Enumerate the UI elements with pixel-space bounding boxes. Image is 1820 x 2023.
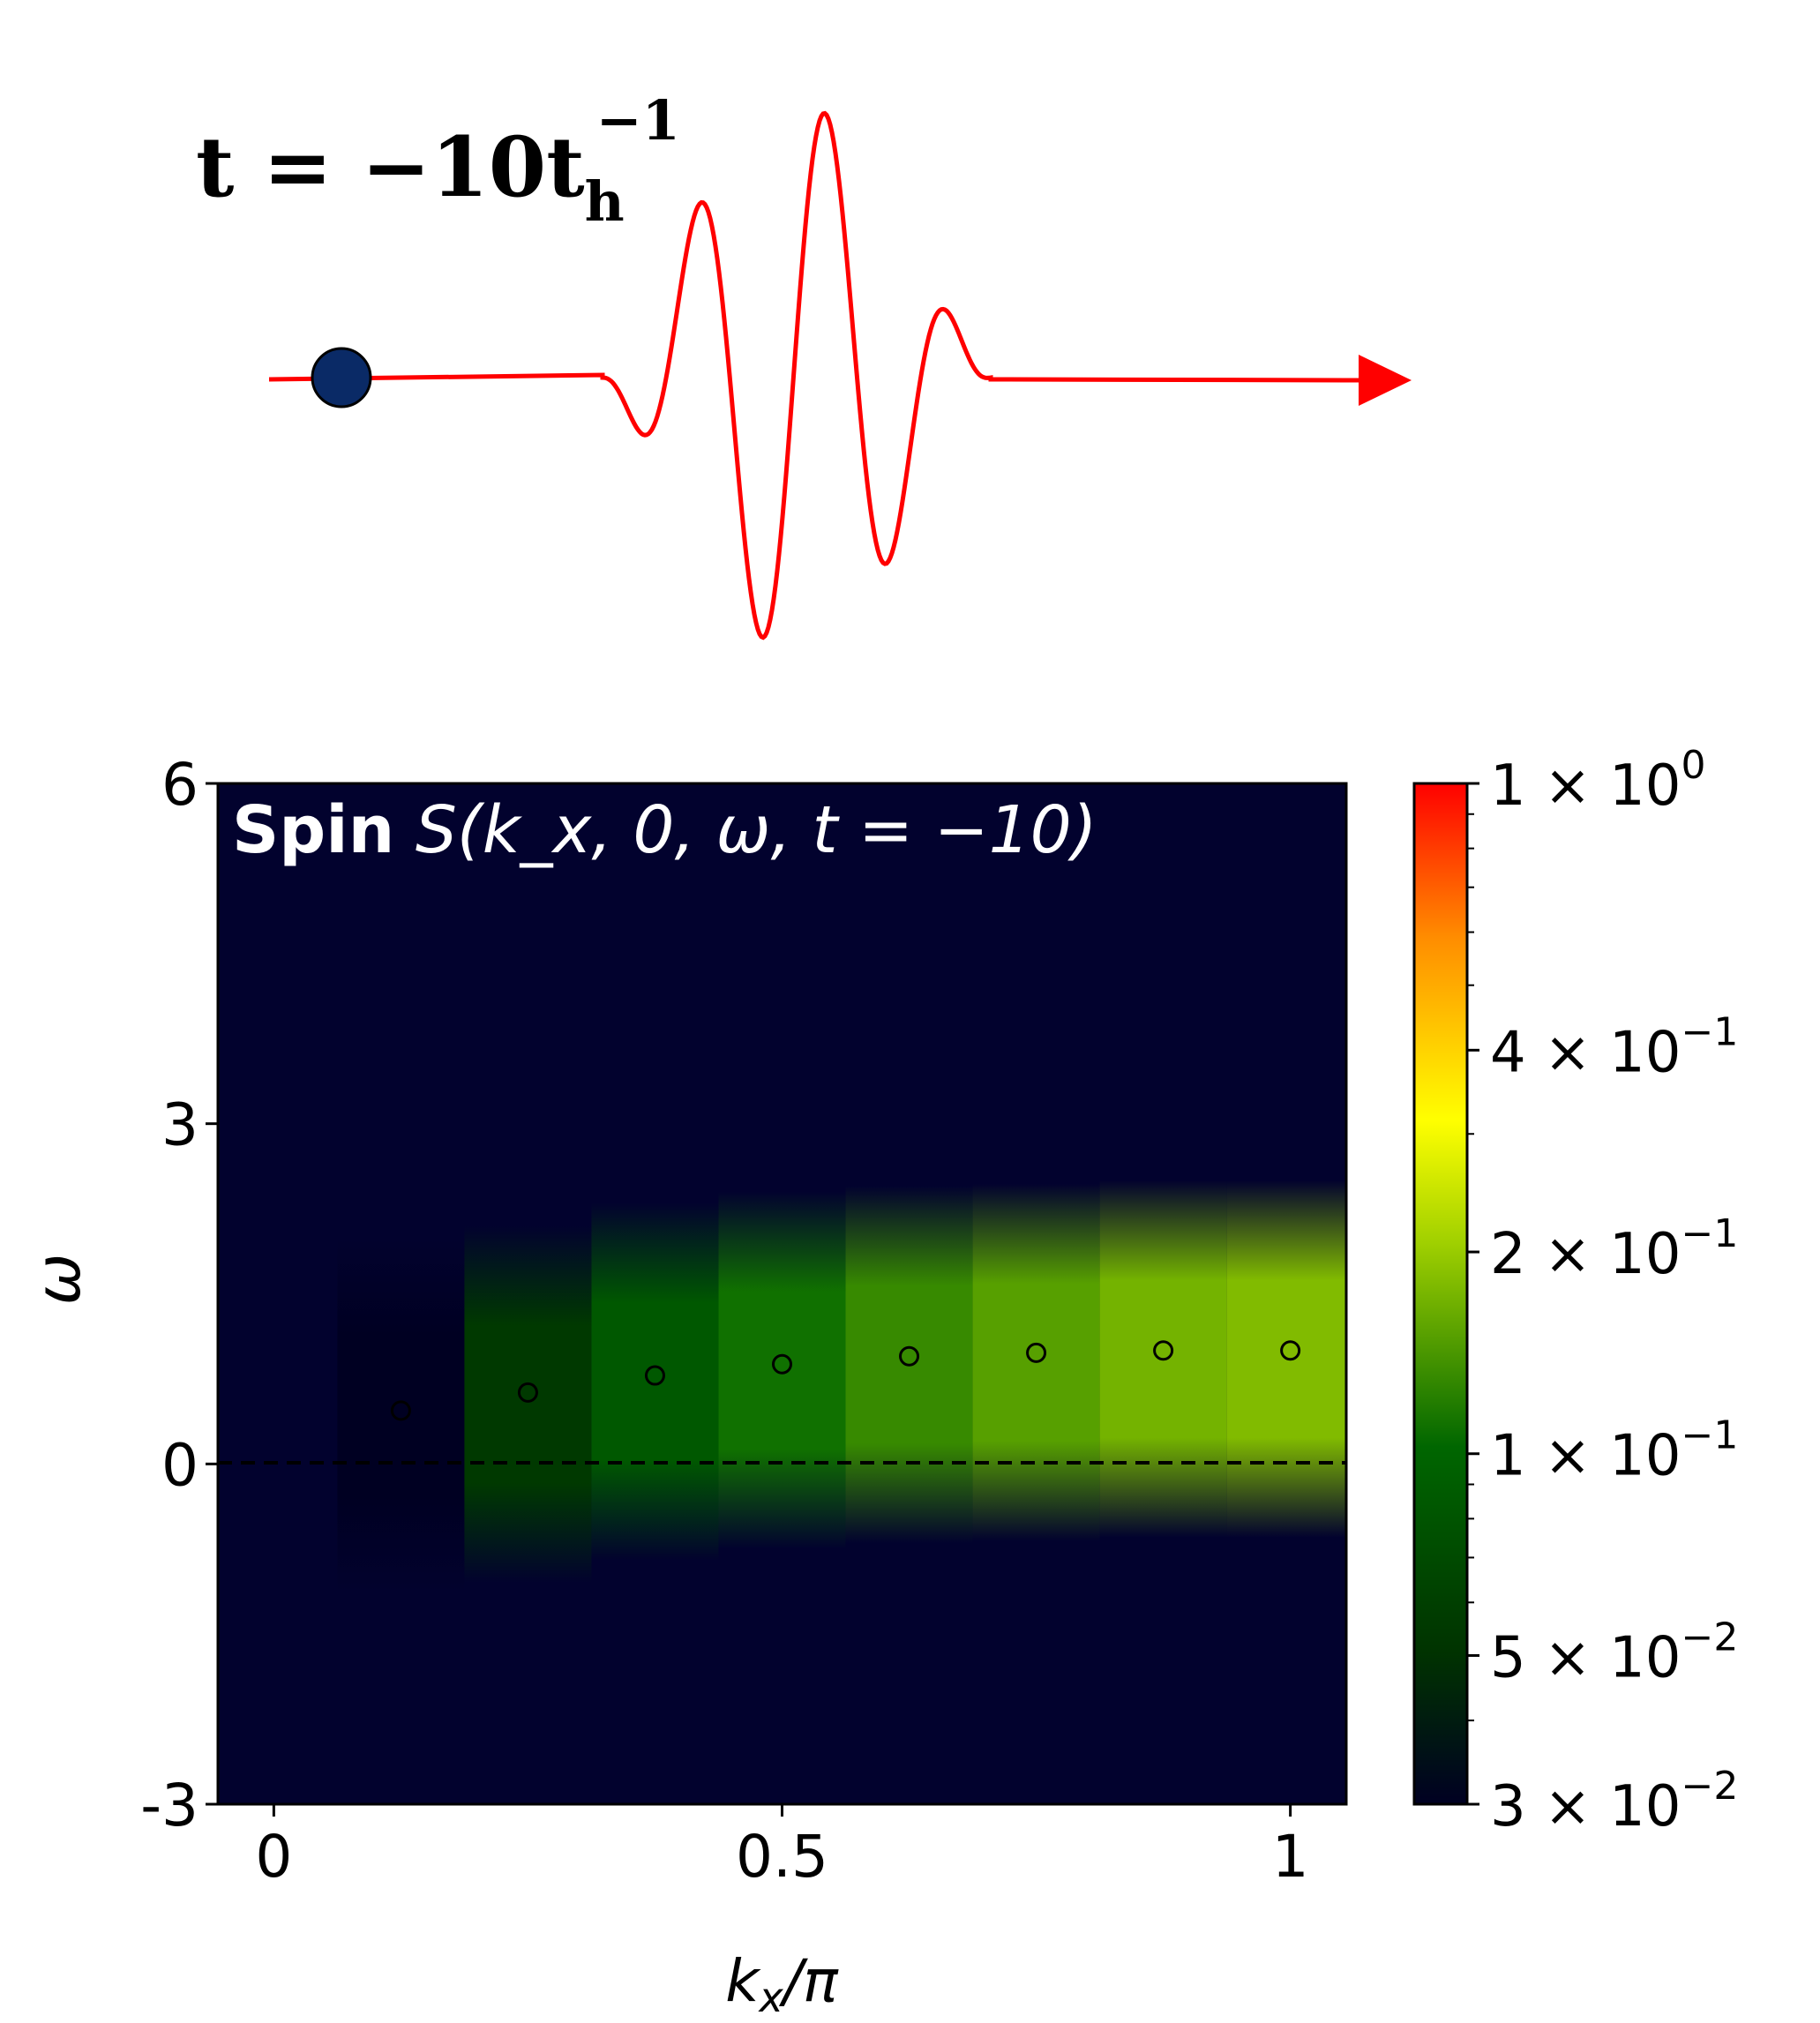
heatmap-column (464, 1225, 592, 1584)
arrow-head-icon (1359, 355, 1412, 406)
y-tick-label: -3 (140, 1772, 198, 1839)
laser-pulse-waveform (268, 110, 1364, 641)
y-axis-ticks: -3 0 3 6 (140, 751, 218, 1839)
y-tick-label: 3 (161, 1091, 198, 1159)
x-axis-label-over: /π (779, 1947, 839, 2015)
y-axis-label: ω (22, 1254, 94, 1306)
colorbar-gradient (1412, 782, 1469, 1806)
peak-markers (390, 1340, 1301, 1421)
x-tick-label: 0.5 (736, 1823, 828, 1891)
colorbar-tick-label: 1 × 10−1 (1490, 1413, 1738, 1489)
colorbar-tick-label: 2 × 10−1 (1490, 1211, 1738, 1287)
colorbar-tick-label: 1 × 100 (1490, 743, 1705, 819)
peak-marker (517, 1382, 538, 1403)
time-label: t = −10th −1 (196, 88, 680, 234)
colorbar-ticks: 3 × 10−2 5 × 10−2 1 × 10−1 2 × 10−1 4 × 10−1… (1467, 743, 1738, 1839)
x-axis-label-sub: x (758, 1974, 784, 2021)
heatmap-columns (337, 1180, 1346, 1595)
y-tick-label: 0 (161, 1431, 198, 1499)
colorbar-tick-label: 3 × 10−2 (1490, 1764, 1738, 1839)
peak-marker (1026, 1342, 1047, 1363)
x-tick-label: 0 (255, 1823, 292, 1891)
colorbar-tick-label: 5 × 10−2 (1490, 1615, 1738, 1690)
x-tick-label: 1 (1272, 1823, 1309, 1891)
colorbar-tick-label: 4 × 10−1 (1490, 1009, 1738, 1085)
time-label-base: t = −10t (196, 119, 585, 216)
peak-marker (1280, 1340, 1301, 1361)
pulse-illustration: t = −10th −1 (196, 88, 1412, 641)
colorbar: 3 × 10−2 5 × 10−2 1 × 10−1 2 × 10−1 4 × 10−1… (1412, 743, 1738, 1839)
peak-marker (1153, 1340, 1174, 1361)
heatmap-column (337, 1237, 465, 1595)
peak-marker (390, 1400, 411, 1421)
x-axis-label: kx/π (725, 1947, 839, 2021)
heatmap-column (591, 1203, 719, 1561)
x-axis-ticks: 0 0.5 1 (255, 1804, 1309, 1891)
particle-dot (311, 347, 372, 408)
time-label-superscript: −1 (596, 88, 680, 153)
plot-title-bold: Spin (232, 792, 394, 868)
peak-marker (899, 1345, 920, 1367)
peak-marker (772, 1353, 792, 1375)
y-tick-label: 6 (161, 751, 198, 819)
peak-marker (644, 1365, 665, 1386)
x-axis-label-k: k (725, 1947, 761, 2015)
time-label-subscript: h (585, 169, 625, 234)
heatmap-column (718, 1191, 846, 1549)
plot-title: Spin S(k_x, 0, ω, t = −10) (232, 792, 1097, 868)
plot-title-math: S(k_x, 0, ω, t = −10) (416, 792, 1097, 868)
